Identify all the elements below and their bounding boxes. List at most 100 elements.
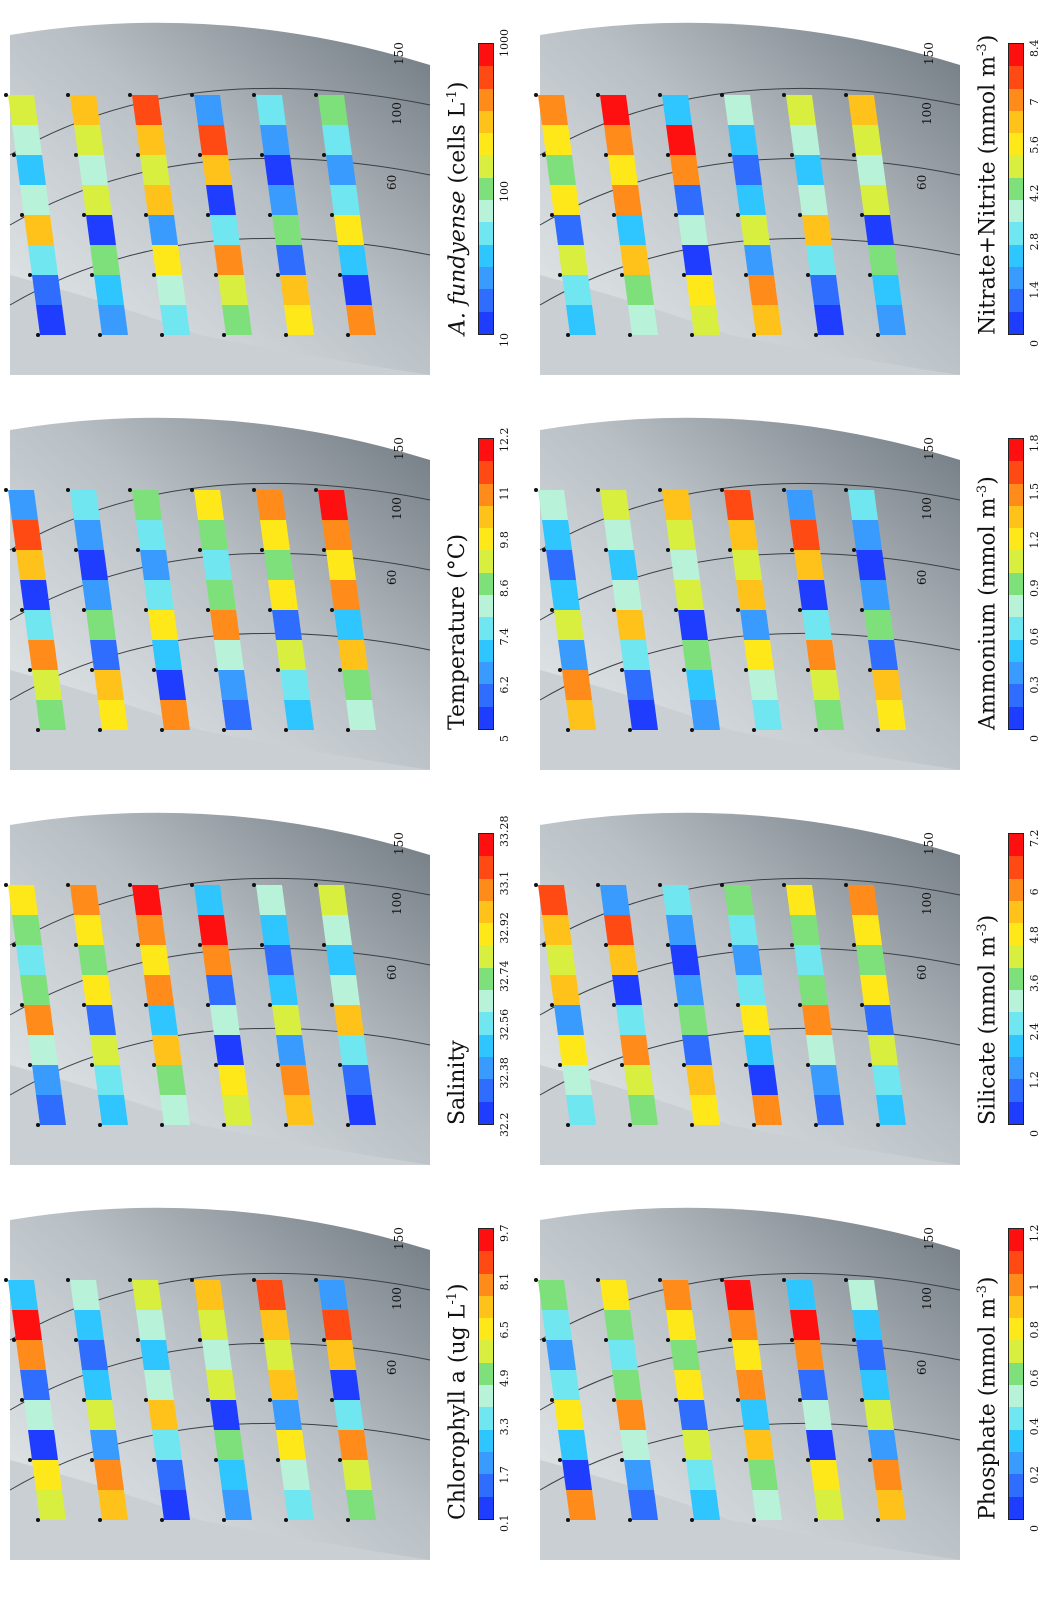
transect-1 xyxy=(534,883,596,1127)
transect-cell xyxy=(160,700,190,730)
transect-cell xyxy=(794,155,824,185)
station-marker xyxy=(36,333,40,337)
station-marker xyxy=(876,333,880,337)
transect-4 xyxy=(720,1278,782,1522)
station-marker xyxy=(752,1518,756,1522)
transect-6 xyxy=(314,488,376,732)
transect-cell xyxy=(194,95,224,125)
transect-cell xyxy=(272,1400,302,1430)
transect-3 xyxy=(658,883,720,1127)
transect-cell xyxy=(160,305,190,335)
colorbar-tick: 1.2 xyxy=(1028,531,1041,549)
station-marker xyxy=(542,1338,546,1342)
station-marker xyxy=(268,1398,272,1402)
depth-label: 60 xyxy=(385,569,399,585)
transect-cell xyxy=(790,125,820,155)
transect-cell xyxy=(600,95,630,125)
station-marker xyxy=(620,1063,624,1067)
colorbar-tick: 10 xyxy=(498,333,511,347)
transect-cell xyxy=(338,640,368,670)
transect-cell xyxy=(728,125,758,155)
transect-cell xyxy=(740,1005,770,1035)
transect-cell xyxy=(794,945,824,975)
colorbar-tick: 0.3 xyxy=(1028,676,1041,694)
transect-cell xyxy=(12,125,42,155)
station-marker xyxy=(814,1518,818,1522)
station-marker xyxy=(790,548,794,552)
station-marker xyxy=(690,1518,694,1522)
transect-cell xyxy=(662,490,692,520)
transect-cell xyxy=(338,1035,368,1065)
map-ammonium xyxy=(534,417,961,770)
station-marker xyxy=(736,1003,740,1007)
transect-cell xyxy=(748,275,778,305)
colorbar-tick: 3.3 xyxy=(498,1417,511,1436)
depth-contour-100 xyxy=(9,1342,431,1411)
transect-cell xyxy=(28,245,58,275)
transect-6 xyxy=(844,883,906,1127)
transect-cell xyxy=(280,275,310,305)
colorbar-tick: 0.9 xyxy=(1028,579,1041,598)
transect-cell xyxy=(744,245,774,275)
station-marker xyxy=(558,668,562,672)
transect-cell xyxy=(806,245,836,275)
transect-cell xyxy=(852,915,882,945)
transect-cell xyxy=(662,95,692,125)
station-marker xyxy=(720,93,724,97)
station-marker xyxy=(152,1063,156,1067)
transect-cell xyxy=(620,1035,650,1065)
station-marker xyxy=(666,153,670,157)
station-marker xyxy=(330,1003,334,1007)
land-mass xyxy=(10,1460,430,1560)
transect-cell xyxy=(264,550,294,580)
station-marker xyxy=(198,153,202,157)
station-marker xyxy=(284,333,288,337)
station-marker xyxy=(314,883,318,887)
panel-title: Ammonium (mmol m-3) xyxy=(975,476,1000,730)
land-mass xyxy=(540,275,960,375)
station-marker xyxy=(550,608,554,612)
transect-cell xyxy=(864,1400,894,1430)
colorbar-tick: 0.4 xyxy=(1028,1417,1041,1436)
title-text: (cells L xyxy=(445,102,471,191)
station-marker xyxy=(782,488,786,492)
station-marker xyxy=(144,608,148,612)
transect-cell xyxy=(36,700,66,730)
transect-cell xyxy=(284,305,314,335)
title-text: Phosphate (mmol m xyxy=(975,1297,1001,1520)
station-marker xyxy=(744,273,748,277)
transect-cell xyxy=(752,700,782,730)
colorbar-tick: 5 xyxy=(498,735,511,742)
transect-cell xyxy=(670,1340,700,1370)
transect-cell xyxy=(562,1065,592,1095)
title-text: Ammonium (mmol m xyxy=(975,497,1001,730)
transect-cell xyxy=(600,1280,630,1310)
transect-cell xyxy=(264,945,294,975)
transect-2 xyxy=(596,93,658,337)
title-close: ) xyxy=(975,34,1001,44)
transect-cell xyxy=(674,975,704,1005)
transect-cell xyxy=(550,1370,580,1400)
depth-label: 60 xyxy=(915,569,929,585)
transect-cell xyxy=(740,215,770,245)
colorbar-tick: 1.7 xyxy=(498,1466,511,1484)
transect-cell xyxy=(798,975,828,1005)
transect-cell xyxy=(330,580,360,610)
transect-cell xyxy=(276,640,306,670)
transect-cell xyxy=(342,670,372,700)
transect-cell xyxy=(32,670,62,700)
colorbar-tick: 9.7 xyxy=(498,1224,511,1243)
station-marker xyxy=(596,1278,600,1282)
transect-cell xyxy=(748,1460,778,1490)
colorbar-tick: 4.8 xyxy=(1028,926,1041,944)
transect-2 xyxy=(596,1278,658,1522)
station-marker xyxy=(628,1123,632,1127)
depth-label: 100 xyxy=(390,497,404,520)
transect-cell xyxy=(864,215,894,245)
station-marker xyxy=(690,1123,694,1127)
transect-cell xyxy=(326,155,356,185)
transect-cell xyxy=(132,490,162,520)
transect-cell xyxy=(16,155,46,185)
colorbar-tick: 1.2 xyxy=(1028,1224,1041,1243)
station-marker xyxy=(222,333,226,337)
